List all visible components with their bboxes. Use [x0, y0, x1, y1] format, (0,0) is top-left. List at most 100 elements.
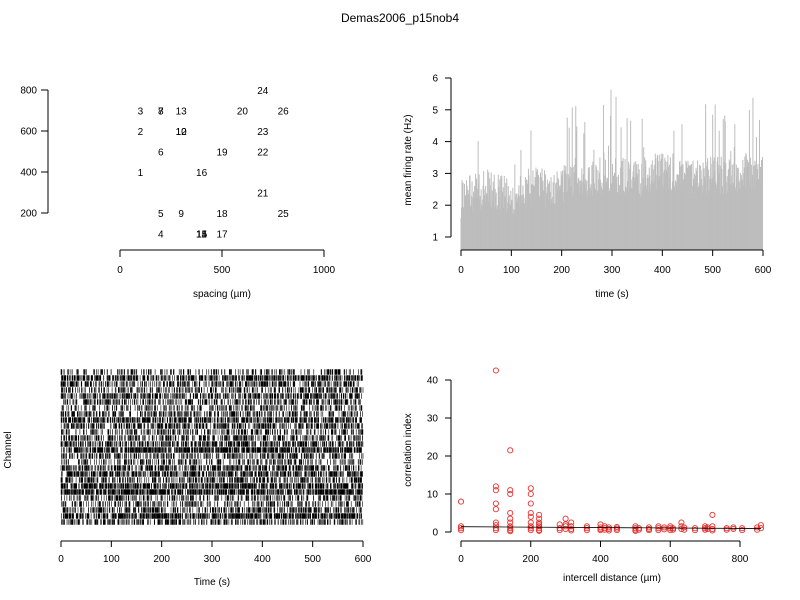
correlation-point [492, 500, 499, 507]
electrode-label: 20 [237, 107, 249, 118]
x-tick-label: 300 [204, 554, 221, 565]
correlation-point [568, 527, 575, 534]
correlation-point [757, 522, 764, 529]
raster-row [61, 471, 363, 477]
electrode-label: 13 [176, 107, 188, 118]
correlation-point [457, 498, 465, 505]
raster-row [61, 495, 363, 501]
correlation-point [536, 527, 543, 534]
fit-line [460, 526, 761, 529]
raster-row [60, 441, 364, 447]
correlation-point [661, 526, 668, 533]
electrode-label: 12 [176, 127, 188, 138]
figure-title: Demas2006_p15nob4 [341, 11, 459, 25]
y-tick-label: 0 [432, 528, 438, 539]
correlation-panel: 0 200 400 600 800 0 10 20 30 40 intercell distance… [403, 367, 764, 584]
correlation-point [492, 519, 499, 526]
raster-row [61, 447, 362, 453]
raster-spikes [61, 495, 363, 501]
electrode-label: 25 [278, 209, 290, 220]
correlation-point [678, 519, 685, 526]
raster-spikes [61, 375, 363, 381]
electrode-label: 5 [158, 209, 164, 220]
correlation-point [681, 526, 688, 533]
spike-raster-panel: 0 100 200 300 400 500 600 Time (s) Channel [3, 369, 372, 588]
electrode-label: 6 [158, 148, 164, 159]
electrode-label: 24 [257, 86, 269, 97]
y-tick-label: 4 [432, 137, 438, 148]
raster-spikes [61, 519, 364, 525]
x-tick-label: 200 [522, 554, 539, 565]
x-tick-label: 300 [604, 265, 621, 276]
correlation-point [527, 513, 534, 520]
correlation-point [709, 511, 716, 518]
raster-spikes [61, 387, 364, 393]
x-tick-label: 100 [503, 265, 520, 276]
raster-spikes [61, 405, 363, 411]
x-tick-label: 1000 [313, 265, 336, 276]
electrode-label: 3 [138, 107, 144, 118]
electrode-label: 23 [257, 127, 269, 138]
electrode-label: 9 [178, 209, 184, 220]
correlation-point [556, 525, 563, 532]
y-axis-label: Channel [3, 431, 14, 468]
correlation-point [527, 485, 534, 492]
electrode-label: 11 [196, 230, 207, 241]
raster-row [60, 483, 363, 489]
electrode-label: 21 [257, 189, 269, 200]
correlation-point [669, 526, 677, 533]
correlation-point [536, 523, 543, 530]
raster-row [60, 411, 363, 417]
electrode-label: 17 [216, 230, 228, 241]
y-tick-label: 2 [432, 201, 438, 212]
y-tick-label: 6 [432, 74, 438, 85]
electrode-label: 18 [216, 209, 228, 220]
correlation-point [527, 523, 534, 530]
raster-row [62, 507, 362, 513]
correlation-point [709, 523, 716, 530]
correlation-point [730, 524, 737, 531]
correlation-point [507, 490, 514, 498]
correlation-point [507, 528, 514, 535]
correlation-point [568, 519, 575, 526]
correlation-point [583, 523, 590, 530]
raster-row [61, 375, 363, 381]
correlation-point [645, 524, 653, 531]
raster-spikes [61, 513, 362, 519]
x-tick-label: 500 [304, 554, 321, 565]
raster-spikes [60, 435, 363, 441]
correlation-point [754, 526, 761, 533]
raster-spikes [60, 477, 362, 483]
raster-spikes [60, 417, 362, 423]
raster-spikes [60, 465, 362, 471]
x-tick-label: 600 [755, 265, 772, 276]
y-tick-label: 1 [432, 233, 438, 244]
correlation-point [730, 525, 737, 533]
correlation-point [655, 527, 662, 534]
correlation-point [527, 500, 534, 507]
correlation-point [527, 525, 534, 532]
correlation-point [507, 515, 514, 522]
correlation-point [527, 490, 534, 498]
raster-spikes [60, 483, 363, 489]
electrode-label: 19 [216, 148, 228, 159]
x-tick-label: 0 [58, 554, 64, 565]
correlation-point [536, 515, 543, 522]
x-tick-label: 600 [662, 554, 679, 565]
correlation-point [457, 527, 465, 534]
raster-row [61, 501, 363, 507]
raster-spikes [60, 441, 364, 447]
electrode-label: 16 [196, 168, 208, 179]
correlation-point [583, 525, 590, 532]
correlation-point [681, 524, 688, 531]
correlation-point [457, 525, 465, 532]
raster-row [61, 387, 364, 393]
correlation-point [536, 519, 543, 526]
x-tick-label: 200 [153, 554, 170, 565]
y-tick-label: 20 [427, 452, 439, 463]
correlation-point [527, 509, 534, 517]
correlation-point [492, 483, 499, 490]
x-tick-label: 600 [355, 554, 372, 565]
x-tick-label: 0 [117, 265, 123, 276]
